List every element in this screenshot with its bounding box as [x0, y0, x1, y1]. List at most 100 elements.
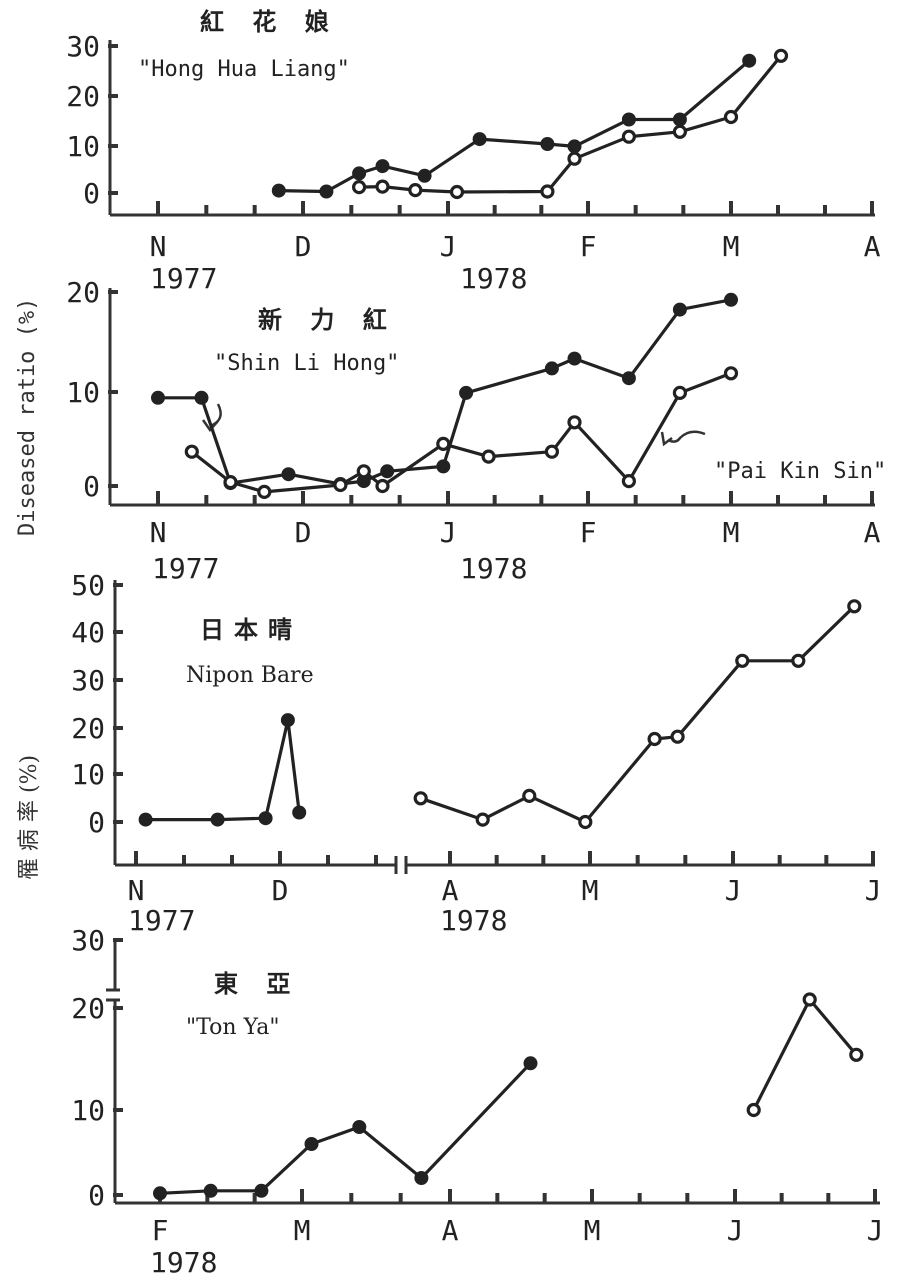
x-tick-label: M [294, 1214, 311, 1247]
data-point-open [184, 444, 199, 459]
data-point-open [540, 184, 555, 199]
x-tick-label: D [272, 874, 289, 907]
data-point-open [333, 477, 348, 493]
data-point-filled [724, 292, 738, 307]
data-point-open [223, 475, 238, 490]
data-point-open [413, 791, 428, 806]
year-label: 1977 [128, 904, 195, 937]
y-tick-label: 30 [71, 664, 105, 697]
panel-title: Nipon Bare [186, 663, 314, 688]
y-tick-label: 40 [71, 616, 105, 649]
data-point-open [257, 484, 272, 499]
data-point-open [802, 992, 817, 1007]
data-point-open [746, 1102, 761, 1118]
data-point-open [436, 436, 451, 451]
panel-nipon-bare: 日本晴 Nipon Bare 50 40 30 20 10 0 N D A M J J 1977 19… [71, 569, 881, 937]
data-point-filled [292, 805, 307, 820]
data-point-filled [672, 112, 687, 127]
y-tick-label: 10 [66, 130, 100, 163]
data-point-filled [742, 53, 757, 68]
panel-title-cn: 東 亞 [214, 969, 300, 998]
data-point-filled [352, 166, 367, 181]
data-point-open [356, 464, 371, 479]
data-point-open [735, 653, 750, 668]
data-point-open [621, 474, 637, 489]
x-tick-label: N [150, 516, 167, 549]
series-line-filled [145, 718, 301, 822]
data-point-open [352, 180, 367, 195]
x-tick-label: J [867, 1214, 884, 1247]
data-point-open [647, 731, 662, 747]
data-point-open [791, 653, 806, 668]
annotation-arrow [201, 403, 222, 433]
data-point-open [670, 729, 685, 744]
y-tick-label: 20 [66, 276, 100, 309]
data-point-filled [414, 1171, 429, 1185]
x-tick-label: M [723, 230, 740, 263]
data-point-filled [258, 811, 273, 826]
data-point-filled [271, 183, 286, 198]
series-line-filled [158, 298, 732, 486]
data-point-filled [672, 302, 687, 317]
data-point-filled [472, 132, 487, 147]
data-point-filled [153, 1186, 167, 1201]
y-axis-label: Diseased ratio (%) [15, 298, 40, 536]
annotation-arrow [660, 430, 706, 447]
data-point-open [567, 415, 582, 430]
panel-title: "Ton Ya" [186, 1015, 280, 1040]
panel-series [271, 48, 789, 200]
y-tick-label: 10 [71, 758, 105, 791]
data-point-open [408, 183, 423, 198]
data-point-open [544, 444, 560, 459]
x-tick-label: A [442, 874, 459, 907]
data-point-filled [138, 812, 153, 827]
data-point-filled [319, 184, 334, 199]
panel-axes: 50 40 30 20 10 0 N D A M J J [71, 569, 881, 907]
y-tick-label: 30 [66, 30, 100, 63]
data-point-filled [436, 459, 451, 474]
x-tick-label: M [582, 874, 599, 907]
x-tick-label: F [152, 1214, 169, 1247]
panel-hong-hua-liang: 紅 花 娘 "Hong Hua Liang" 30 20 10 0 N D J F M A 197… [66, 7, 880, 295]
y-tick-label: 50 [71, 569, 105, 602]
panel-series [153, 992, 864, 1201]
panel-series [138, 599, 862, 830]
y-tick-label: 0 [88, 1179, 105, 1212]
y-tick-label: 10 [71, 1094, 105, 1127]
series-line-open [420, 605, 856, 824]
data-point-open [375, 478, 390, 494]
data-point-filled [151, 390, 165, 405]
data-point-filled [544, 361, 559, 376]
panel-shin-li-hong: 新 力 紅 "Shin Li Hong" "Pai Kin Sin" 20 10 0… [66, 276, 886, 585]
data-point-open [621, 129, 637, 144]
year-label: 1978 [440, 904, 507, 937]
panel-title-cn: 紅 花 娘 [200, 7, 339, 36]
data-point-filled [523, 1056, 538, 1071]
x-tick-label: J [725, 874, 742, 907]
data-point-open [672, 385, 688, 400]
x-tick-label: F [580, 516, 597, 549]
year-label: 1977 [152, 552, 219, 585]
panel-ton-ya: 東 亞 "Ton Ya" 30 20 10 0 F M A M J J 1978 [71, 924, 883, 1279]
data-point-open [375, 179, 390, 194]
series-line-filled [159, 1062, 532, 1195]
panel-title-cn: 日本晴 [200, 615, 302, 644]
panel-axes: 20 10 0 N D J F M A [66, 276, 880, 549]
panel-series [151, 292, 739, 499]
x-tick-label: N [128, 874, 145, 907]
y-tick-label: 20 [71, 992, 105, 1025]
data-point-filled [621, 371, 636, 386]
x-tick-label: A [442, 1214, 459, 1247]
x-tick-label: J [440, 516, 457, 549]
data-point-filled [375, 159, 390, 174]
data-point-filled [281, 467, 296, 482]
data-point-filled [280, 713, 295, 728]
annotation-pai-kin-sin: "Pai Kin Sin" [714, 459, 886, 484]
data-point-open [481, 449, 496, 464]
year-label: 1978 [460, 262, 527, 295]
data-point-open [522, 788, 537, 804]
data-point-open [449, 184, 465, 200]
data-point-filled [254, 1183, 269, 1198]
panel-title: "Shin Li Hong" [214, 351, 399, 376]
